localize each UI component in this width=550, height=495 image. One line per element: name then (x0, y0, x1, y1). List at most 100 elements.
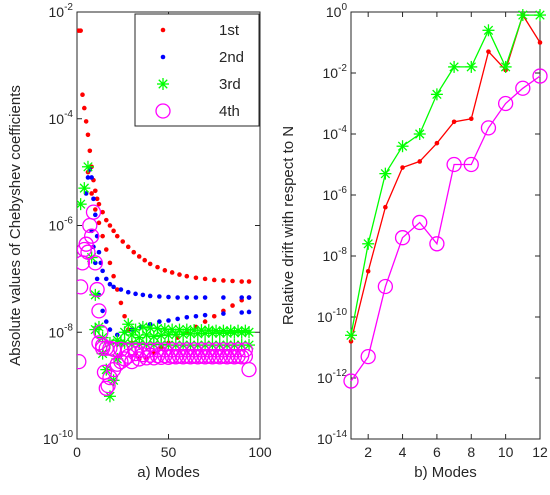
point-a-0-4 (83, 119, 89, 124)
point-a-3-58 (98, 340, 114, 356)
point-a-0-19 (131, 249, 137, 255)
legend-marker-2 (157, 78, 169, 90)
point-a-1-45 (202, 312, 208, 318)
y-tick-label-b-1: 10-12 (317, 368, 347, 386)
point-a-0-10 (94, 196, 100, 202)
point-a-1-7 (96, 249, 102, 255)
point-a-3-7 (83, 228, 100, 244)
point-b-2-11 (532, 68, 548, 84)
point-a-1-33 (103, 319, 109, 324)
point-a-1-13 (118, 287, 124, 292)
point-b-0-6 (451, 119, 457, 125)
point-a-1-12 (111, 284, 116, 290)
point-a-0-30 (211, 277, 217, 283)
point-a-0-14 (107, 223, 113, 228)
point-a-3-9 (87, 255, 103, 271)
point-b-1-4 (413, 128, 426, 140)
point-a-1-41 (166, 318, 171, 323)
point-b-2-2 (377, 278, 394, 295)
point-a-0-42 (111, 273, 116, 279)
plot-frame-b (350, 11, 541, 440)
series-line-b-2 (350, 75, 541, 382)
point-a-1-14 (125, 289, 131, 295)
point-a-3-27 (138, 350, 155, 366)
point-a-0-6 (87, 148, 93, 154)
legend-box (134, 13, 260, 127)
point-a-3-29 (146, 350, 162, 366)
legend-marker-3 (155, 103, 171, 119)
point-a-0-21 (142, 257, 148, 263)
y-tick-label-b-7: 100 (326, 2, 348, 20)
point-a-1-23 (202, 295, 208, 300)
point-b-0-5 (434, 140, 440, 146)
point-a-1-10 (103, 276, 109, 282)
point-a-1-48 (246, 309, 252, 315)
point-a-0-24 (162, 268, 168, 273)
series-line-b-0 (350, 13, 541, 342)
point-a-3-15 (98, 380, 114, 396)
x-tick-label-b-1: 4 (399, 444, 407, 460)
y-tick-label-b-2: 10-10 (317, 307, 347, 325)
point-a-3-0 (77, 353, 87, 370)
point-a-0-41 (107, 260, 113, 266)
point-a-0-12 (100, 209, 105, 215)
point-a-1-18 (157, 294, 162, 299)
point-a-1-44 (193, 313, 199, 319)
point-a-2-2 (81, 160, 94, 173)
plot-area-b (343, 9, 548, 389)
point-b-1-6 (448, 60, 461, 73)
point-b-2-5 (429, 236, 445, 252)
point-a-2-13 (122, 318, 135, 331)
point-a-3-24 (127, 345, 144, 362)
point-a-3-78 (237, 342, 254, 358)
point-a-3-5 (80, 244, 96, 260)
point-a-0-3 (82, 105, 87, 111)
point-a-0-56 (193, 324, 199, 330)
point-a-3-23 (124, 353, 140, 370)
point-a-2-1 (78, 182, 91, 195)
point-a-1-25 (239, 295, 244, 300)
point-b-1-0 (345, 329, 357, 342)
point-a-1-5 (93, 212, 98, 218)
point-b-1-9 (499, 60, 512, 73)
point-a-2-47 (89, 323, 102, 336)
point-a-0-23 (155, 264, 160, 270)
point-a-0-29 (202, 276, 208, 282)
point-a-1-21 (184, 295, 190, 300)
point-b-2-4 (412, 214, 428, 231)
point-a-0-26 (177, 272, 182, 277)
point-b-1-1 (362, 237, 375, 250)
point-a-3-1 (77, 279, 89, 295)
point-a-2-46 (243, 326, 256, 339)
point-a-3-17 (102, 369, 118, 386)
point-b-2-6 (446, 156, 462, 173)
point-b-1-3 (396, 140, 409, 153)
point-a-3-11 (91, 303, 107, 319)
y-tick-label-a-3: 10-4 (49, 109, 74, 127)
point-a-0-28 (193, 275, 199, 281)
point-a-3-77 (230, 342, 246, 358)
point-a-1-11 (107, 281, 113, 287)
point-a-1-20 (175, 295, 180, 300)
point-a-0-25 (169, 270, 175, 275)
point-b-2-7 (463, 156, 479, 173)
point-a-0-17 (120, 239, 126, 244)
point-a-0-15 (111, 228, 116, 234)
point-a-0-20 (136, 254, 142, 259)
point-a-0-36 (89, 191, 94, 196)
x-tick-label-b-0: 2 (364, 444, 372, 460)
y-tick-label-a-4: 10-2 (49, 2, 74, 20)
point-a-3-4 (78, 236, 94, 252)
point-a-1-34 (107, 327, 113, 332)
point-b-2-0 (343, 373, 359, 389)
point-a-3-25 (131, 351, 147, 367)
point-a-1-43 (184, 315, 190, 320)
point-a-0-16 (114, 233, 120, 239)
x-tick-label-a-2: 100 (248, 444, 272, 460)
point-a-2-4 (89, 288, 102, 301)
point-a-3-61 (113, 341, 129, 357)
y-axis-label-a: Absolute values of Chebyshev coefficient… (7, 85, 24, 366)
point-a-1-1 (85, 175, 91, 180)
point-a-3-16 (100, 377, 116, 394)
